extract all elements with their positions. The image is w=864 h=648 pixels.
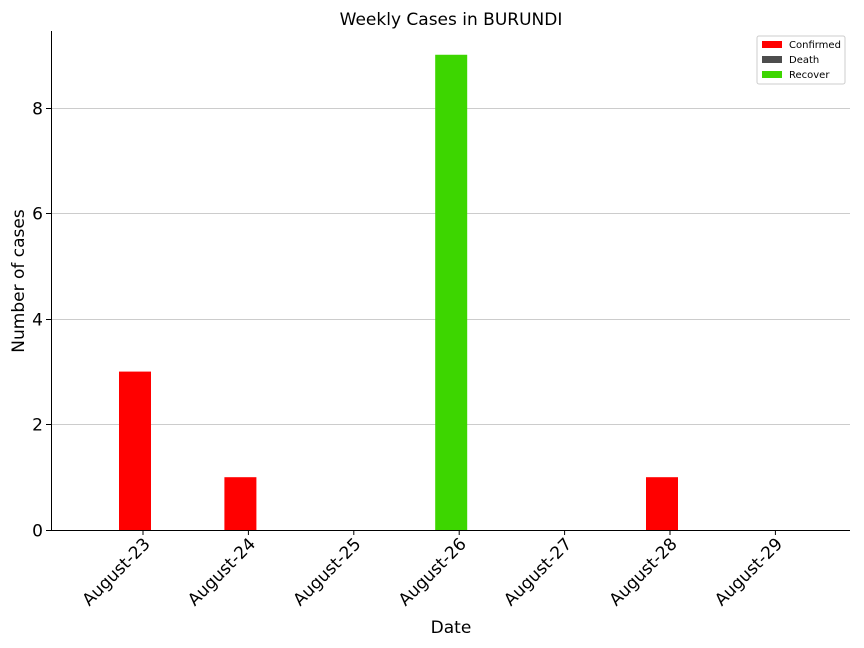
x-axis-label: Date — [431, 618, 472, 638]
bar-recover-august-26 — [435, 54, 468, 531]
bar-confirmed-august-28 — [646, 477, 678, 530]
bar-confirmed-august-23 — [119, 371, 151, 530]
chart-title: Weekly Cases in BURUNDI — [340, 10, 563, 30]
y-tick-label: 0 — [32, 522, 43, 542]
y-axis-label: Number of cases — [9, 209, 29, 353]
x-tick-label: August-25 — [289, 534, 365, 610]
x-tick-label: August-29 — [711, 534, 787, 610]
y-tick-label: 8 — [32, 100, 43, 120]
legend-label-recover: Recover — [789, 70, 830, 81]
legend-label-death: Death — [789, 55, 819, 66]
y-tick-label: 2 — [32, 416, 43, 436]
x-ticks: August-23 August-24 August-25 August-26 Augu… — [79, 530, 787, 610]
x-tick-label: August-24 — [184, 534, 260, 610]
legend: Confirmed Death Recover — [756, 35, 846, 85]
legend-swatch-death — [762, 56, 782, 63]
bar-confirmed-august-24 — [224, 477, 257, 530]
y-ticks: 0 2 4 6 8 — [32, 100, 51, 542]
axes — [51, 31, 850, 531]
legend-swatch-recover — [762, 71, 782, 78]
bars — [119, 54, 678, 531]
x-tick-label: August-26 — [395, 534, 471, 610]
x-tick-label: August-27 — [500, 534, 576, 610]
x-tick-label: August-28 — [606, 534, 682, 610]
y-tick-label: 6 — [32, 205, 43, 225]
legend-swatch-confirmed — [762, 41, 782, 48]
y-tick-label: 4 — [32, 311, 43, 331]
x-tick-label: August-23 — [79, 534, 155, 610]
legend-label-confirmed: Confirmed — [789, 40, 841, 51]
